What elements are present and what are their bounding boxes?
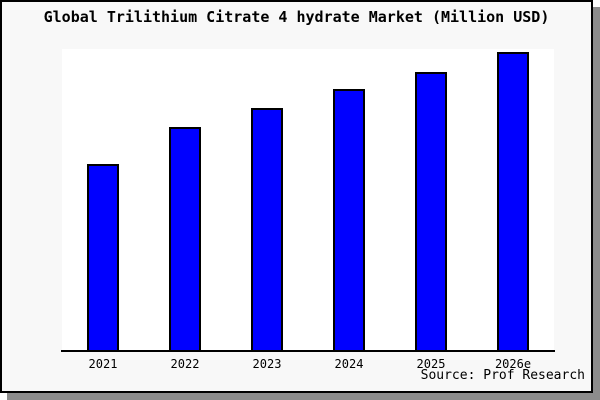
bar-2023 — [251, 108, 283, 350]
source-text: Source: Prof Research — [420, 368, 585, 383]
x-tick-label-2022: 2022 — [170, 357, 200, 371]
x-tick-label-2025: 2025 — [416, 357, 446, 371]
bar-2026e — [497, 52, 529, 350]
chart-title: Global Trilithium Citrate 4 hydrate Mark… — [43, 8, 550, 26]
x-tick-label-2024: 2024 — [334, 357, 364, 371]
plot-area — [62, 49, 554, 350]
bar-2024 — [333, 89, 365, 350]
chart-frame: Global Trilithium Citrate 4 hydrate Mark… — [0, 0, 593, 393]
x-axis-line — [61, 350, 555, 352]
x-axis-labels: 2021 2022 2023 2024 2025 2026e — [62, 357, 554, 371]
bar-2021 — [87, 164, 119, 350]
x-tick-label-2026e: 2026e — [494, 357, 532, 371]
bar-2022 — [169, 127, 201, 350]
bar-2025 — [415, 72, 447, 350]
x-tick-label-2023: 2023 — [252, 357, 282, 371]
x-tick-label-2021: 2021 — [88, 357, 118, 371]
